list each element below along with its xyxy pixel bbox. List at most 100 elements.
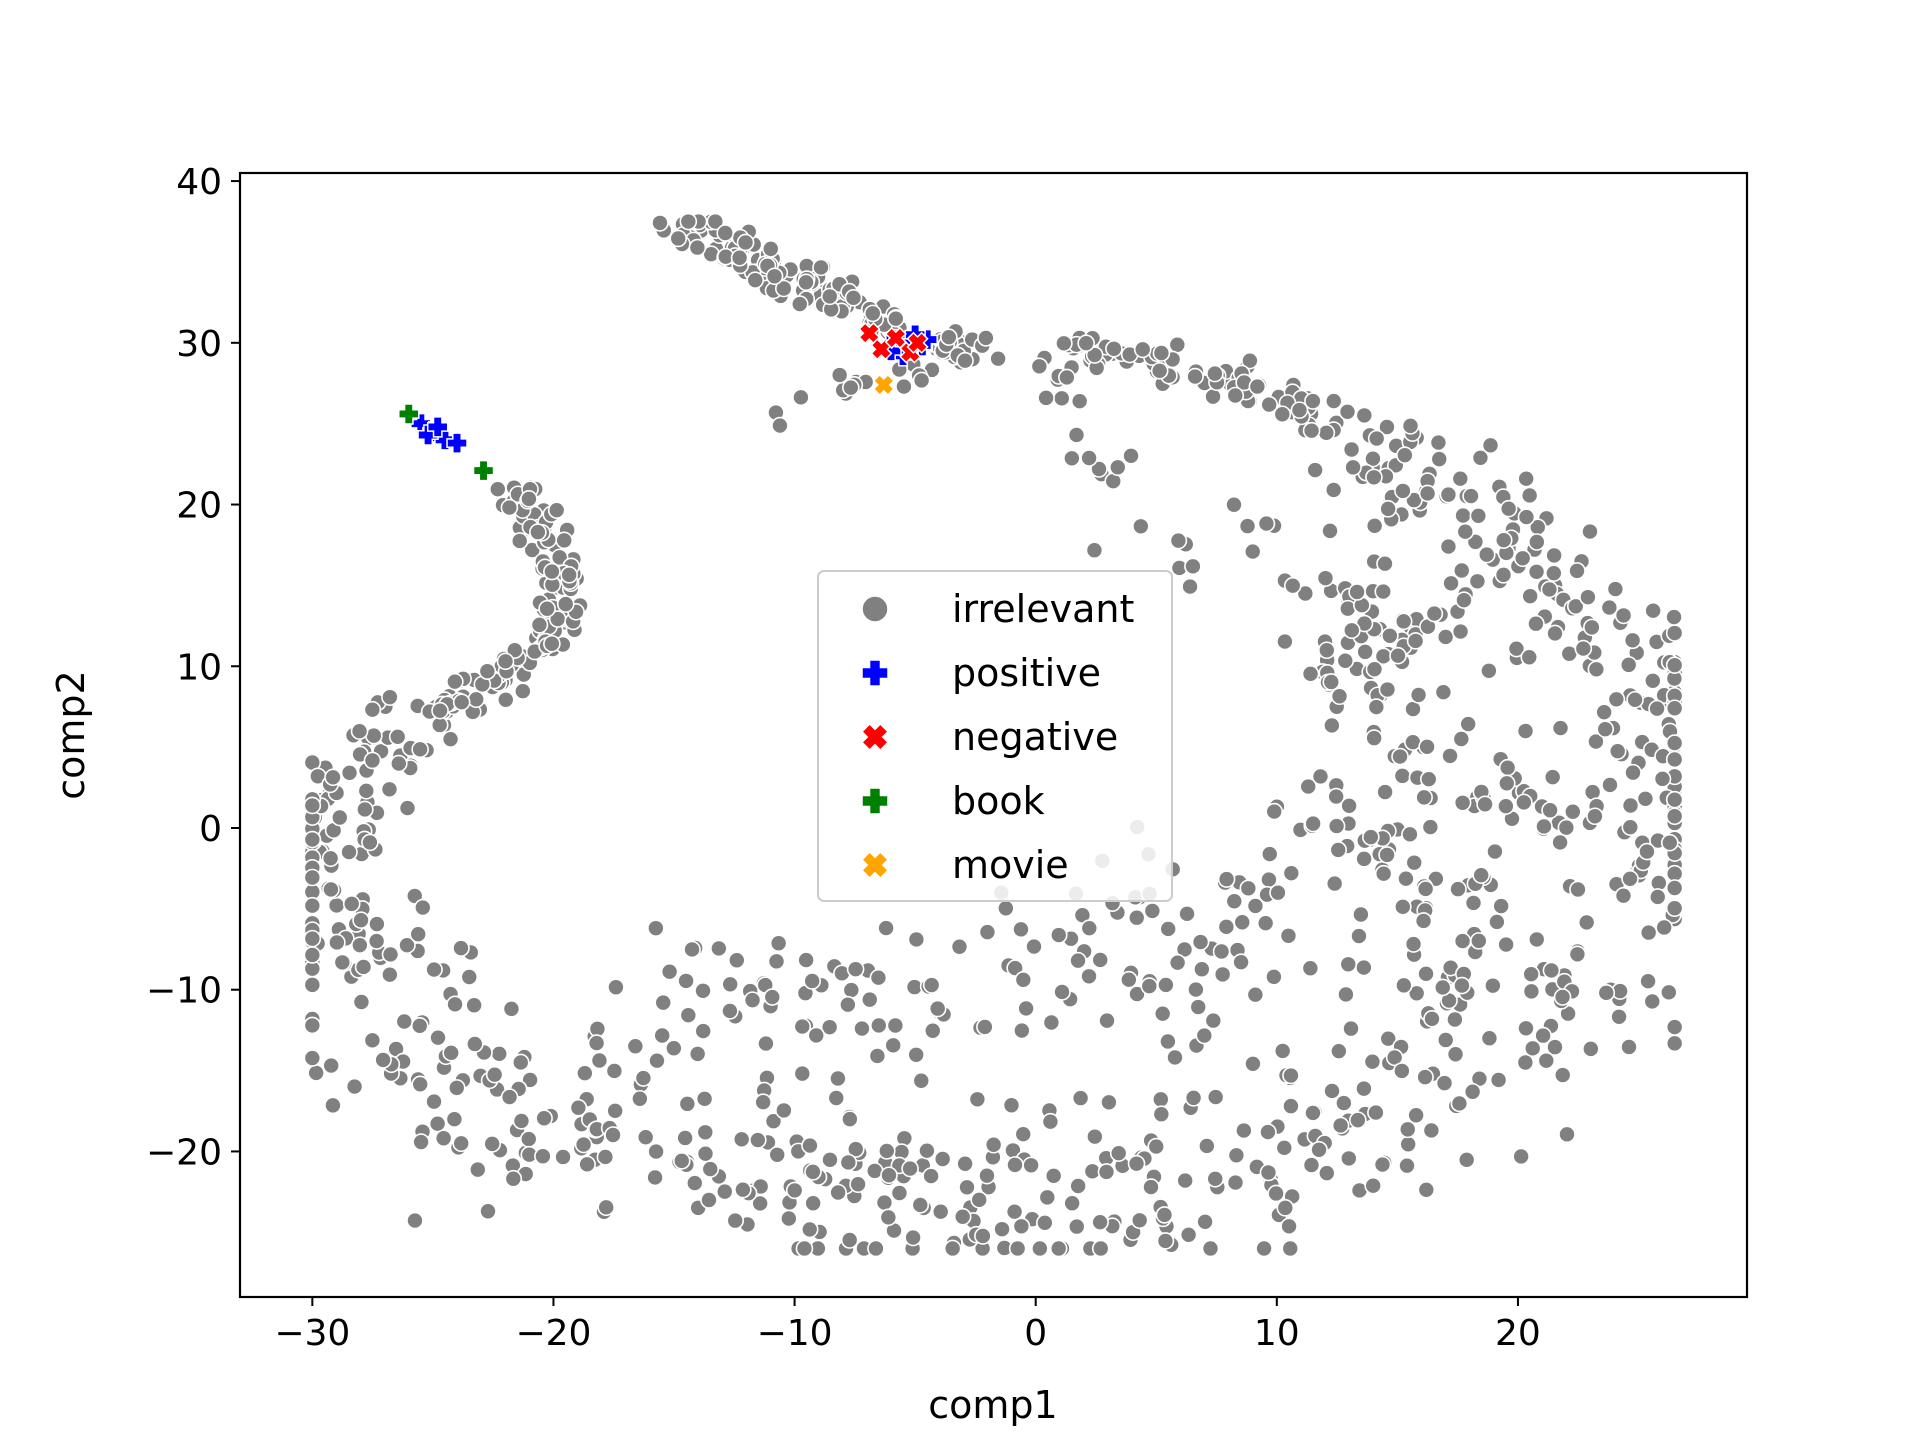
irrelevant-point	[1338, 402, 1357, 421]
irrelevant-point	[1241, 351, 1259, 370]
legend-label-positive: positive	[952, 651, 1101, 695]
irrelevant-point	[1147, 1137, 1166, 1156]
irrelevant-point	[1324, 392, 1343, 410]
irrelevant-point	[1527, 614, 1545, 633]
irrelevant-point	[1601, 776, 1619, 794]
irrelevant-point	[1606, 580, 1625, 598]
irrelevant-point	[732, 1130, 751, 1149]
irrelevant-point	[363, 1031, 382, 1050]
irrelevant-point	[1055, 334, 1073, 353]
irrelevant-point	[425, 960, 443, 979]
irrelevant-point	[1527, 562, 1546, 581]
irrelevant-point	[768, 1145, 787, 1164]
irrelevant-point	[726, 1211, 745, 1230]
irrelevant-point	[406, 1211, 424, 1230]
irrelevant-point	[863, 304, 882, 323]
irrelevant-point	[1579, 588, 1597, 606]
irrelevant-point	[554, 1148, 572, 1166]
irrelevant-point	[904, 1228, 922, 1247]
irrelevant-point	[502, 1000, 521, 1018]
irrelevant-point	[363, 700, 382, 719]
irrelevant-point	[303, 929, 322, 948]
irrelevant-point	[1352, 905, 1370, 924]
irrelevant-point	[1184, 1089, 1203, 1107]
irrelevant-point	[1206, 1088, 1225, 1106]
irrelevant-point	[303, 796, 322, 815]
irrelevant-point	[1363, 1052, 1382, 1071]
irrelevant-point	[688, 238, 707, 257]
irrelevant-point	[1405, 853, 1424, 872]
irrelevant-point	[1152, 344, 1171, 362]
irrelevant-point	[977, 329, 995, 347]
irrelevant-point	[1648, 888, 1667, 906]
irrelevant-point	[1367, 429, 1386, 448]
irrelevant-point	[1109, 1144, 1128, 1162]
irrelevant-point	[1012, 1217, 1031, 1236]
irrelevant-point	[1276, 1199, 1295, 1217]
irrelevant-point	[1005, 1202, 1024, 1221]
irrelevant-point	[1063, 449, 1081, 468]
irrelevant-point	[1155, 1206, 1174, 1224]
irrelevant-point	[543, 634, 561, 653]
irrelevant-point	[1169, 531, 1188, 550]
irrelevant-point	[442, 1044, 460, 1062]
irrelevant-point	[1497, 935, 1515, 954]
irrelevant-point	[361, 833, 379, 852]
irrelevant-point	[829, 1069, 847, 1088]
irrelevant-point	[734, 1180, 752, 1199]
irrelevant-point	[839, 1153, 858, 1172]
legend-label-irrelevant: irrelevant	[952, 587, 1134, 631]
irrelevant-point	[1179, 1226, 1198, 1244]
irrelevant-point	[1269, 883, 1287, 902]
irrelevant-point	[757, 1034, 775, 1053]
irrelevant-point	[500, 498, 519, 517]
irrelevant-point	[1551, 833, 1569, 852]
irrelevant-point	[478, 662, 497, 681]
irrelevant-point	[496, 690, 515, 709]
irrelevant-point	[1323, 1082, 1341, 1100]
irrelevant-point	[1198, 1137, 1216, 1155]
legend-label-book: book	[952, 779, 1045, 823]
irrelevant-point	[1259, 1123, 1277, 1141]
irrelevant-point	[1013, 1021, 1031, 1040]
irrelevant-point	[1415, 788, 1433, 807]
irrelevant-point	[1282, 1066, 1300, 1085]
irrelevant-point	[1553, 988, 1572, 1006]
irrelevant-point	[1453, 932, 1472, 950]
irrelevant-point	[1577, 913, 1596, 932]
irrelevant-point	[911, 1196, 930, 1214]
irrelevant-point	[352, 993, 371, 1011]
irrelevant-point	[1058, 368, 1076, 387]
irrelevant-point	[1481, 436, 1500, 455]
irrelevant-point	[984, 1135, 1003, 1154]
irrelevant-point	[1212, 942, 1231, 961]
irrelevant-point	[350, 722, 369, 741]
irrelevant-point	[1621, 796, 1640, 815]
irrelevant-point	[869, 1016, 888, 1035]
irrelevant-point	[1429, 433, 1448, 452]
irrelevant-point	[1418, 738, 1436, 756]
irrelevant-point	[648, 1051, 666, 1070]
irrelevant-point	[933, 1150, 952, 1168]
irrelevant-point	[1520, 486, 1539, 505]
irrelevant-point	[520, 490, 538, 508]
irrelevant-point	[1365, 517, 1384, 535]
irrelevant-point	[1417, 1180, 1436, 1199]
irrelevant-point	[1152, 1090, 1170, 1109]
irrelevant-point	[1623, 631, 1642, 650]
irrelevant-point	[1587, 732, 1605, 751]
irrelevant-point	[660, 962, 679, 981]
irrelevant-point	[1537, 1051, 1556, 1070]
irrelevant-point	[1451, 622, 1470, 641]
irrelevant-point	[1558, 1125, 1576, 1144]
y-axis: −20 −10 0 10 20 30 40	[146, 162, 240, 1173]
irrelevant-point	[488, 480, 507, 499]
x-tick-label: 20	[1495, 1313, 1541, 1354]
irrelevant-point	[1456, 522, 1475, 541]
y-tick-label: 30	[176, 324, 222, 365]
irrelevant-point	[1665, 790, 1684, 809]
irrelevant-point	[1520, 648, 1539, 667]
irrelevant-point	[749, 1131, 767, 1149]
irrelevant-point	[587, 1034, 606, 1052]
irrelevant-point	[1337, 985, 1355, 1004]
